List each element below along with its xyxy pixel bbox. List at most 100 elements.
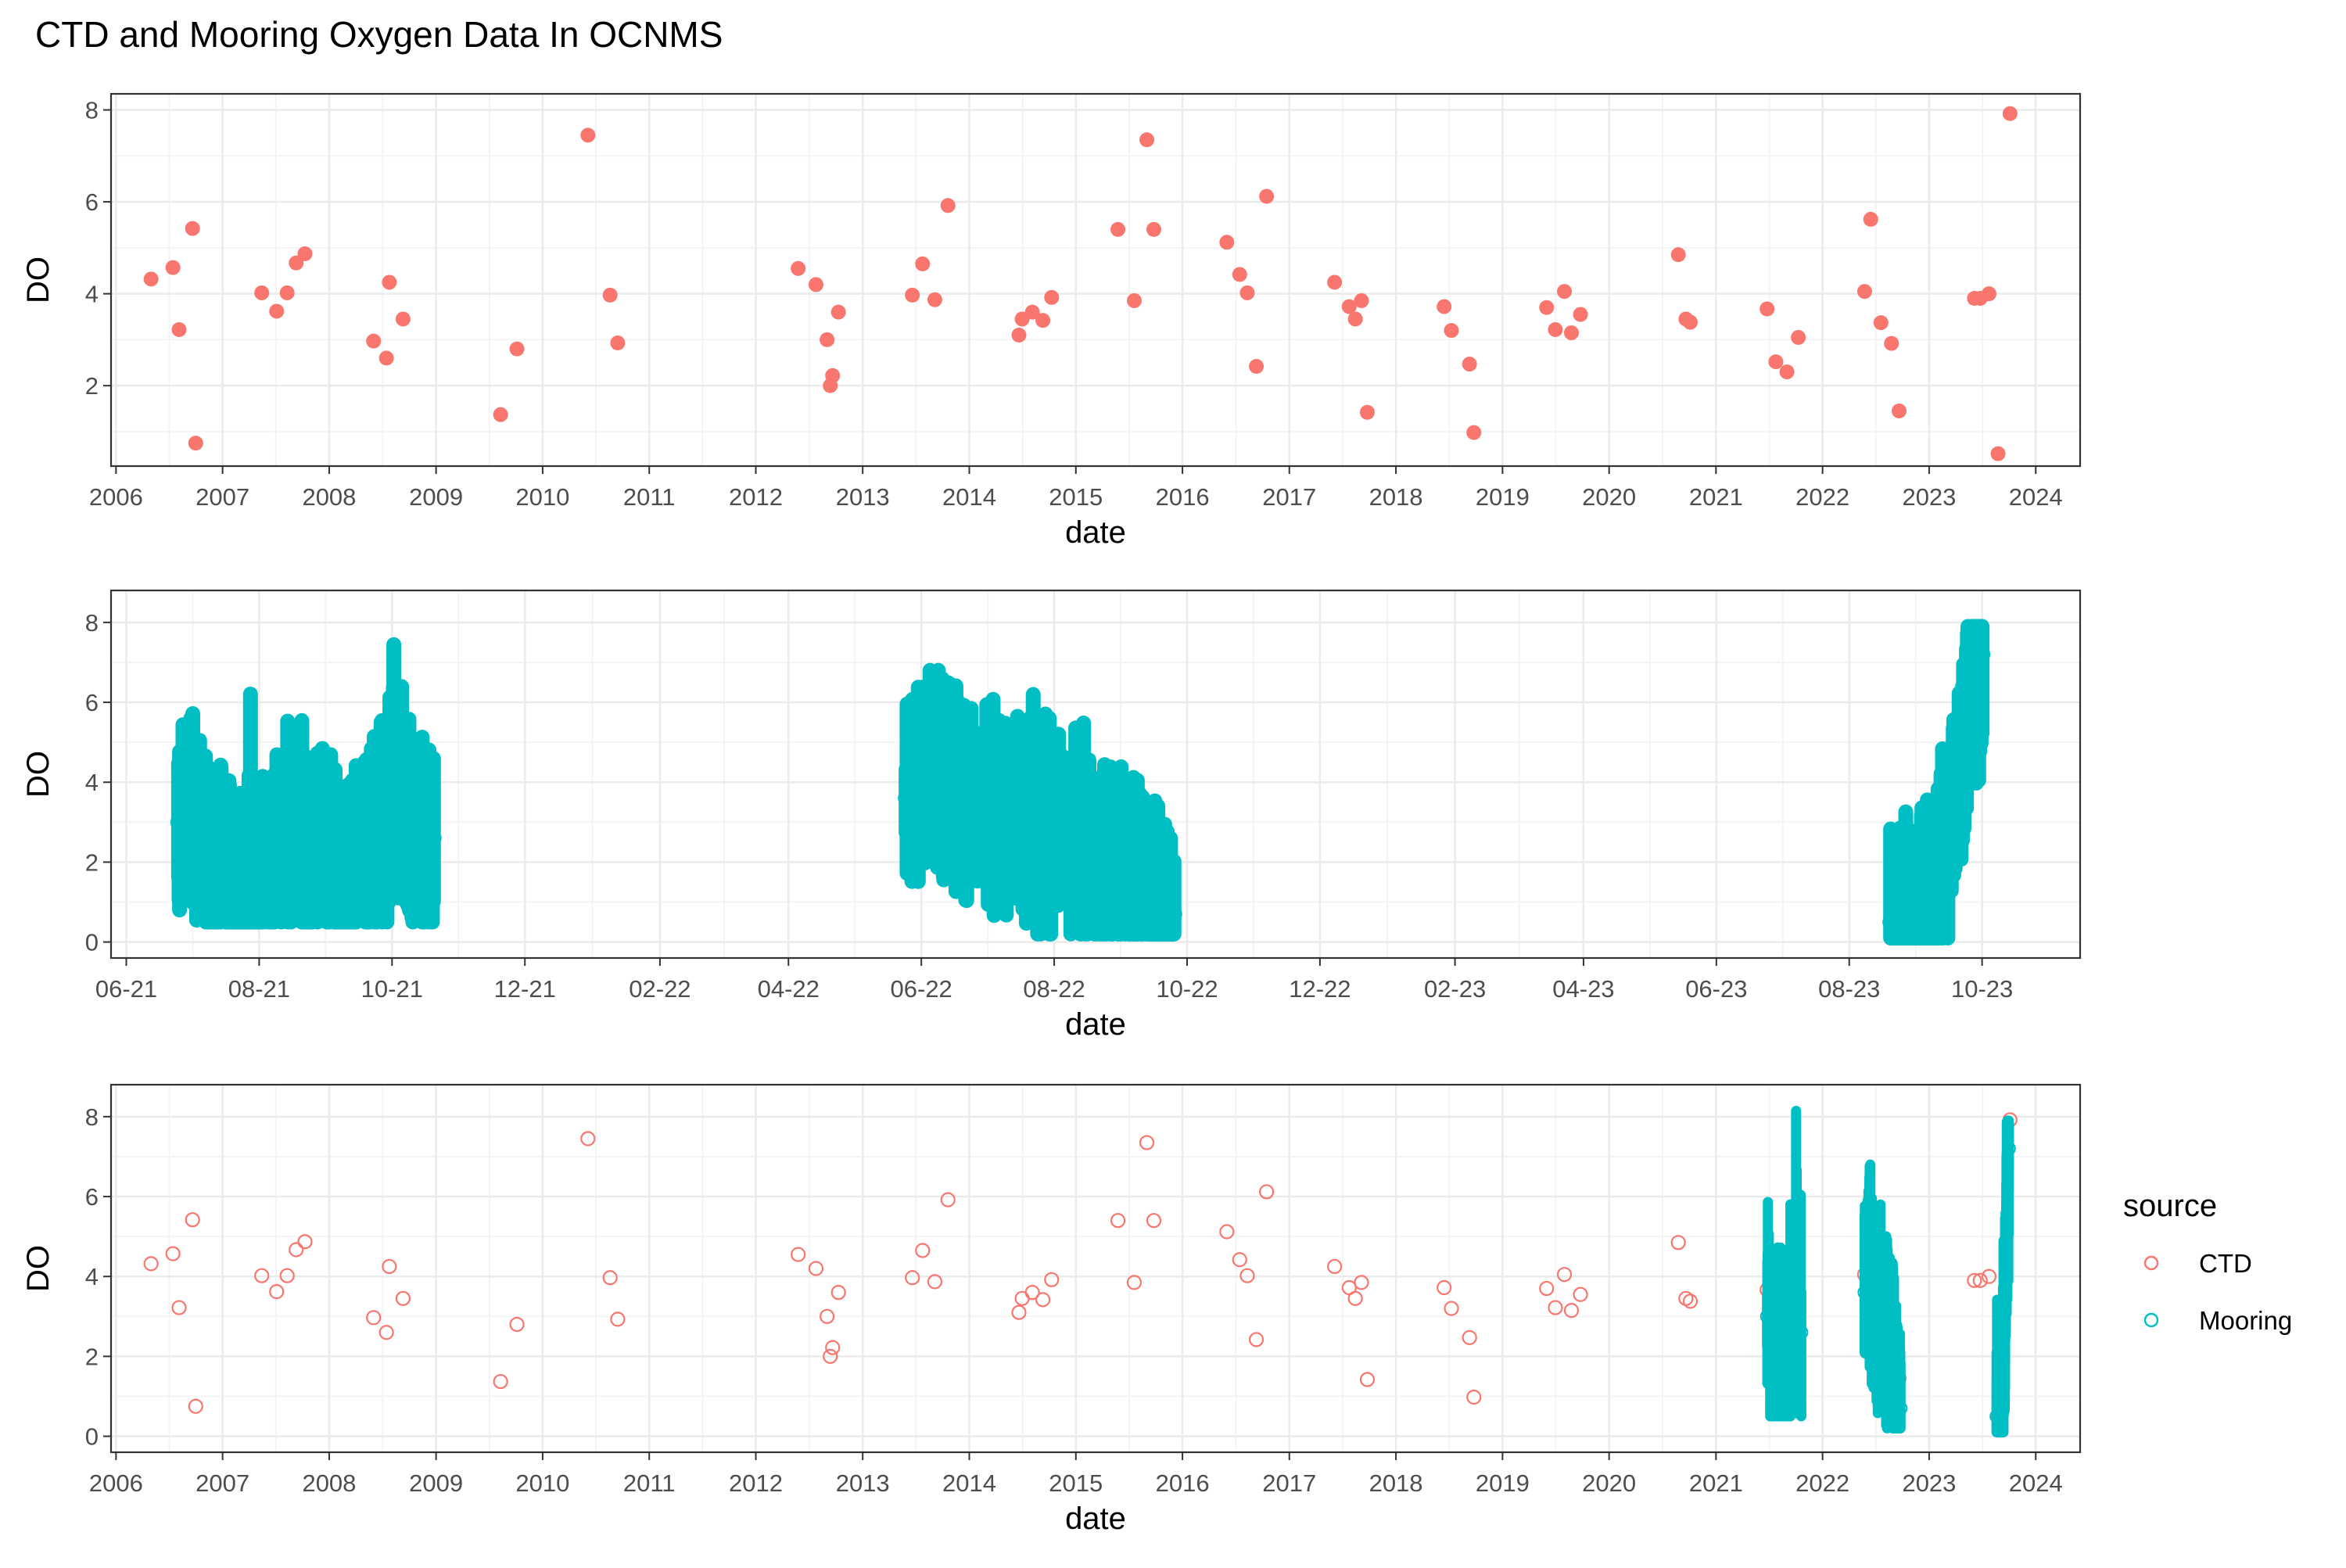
ctd-point (1327, 274, 1343, 290)
y-tick-label: 0 (85, 929, 99, 956)
x-tick-label: 12-22 (1289, 975, 1351, 1003)
ctd-point (1341, 299, 1357, 314)
ctd-point (1548, 321, 1563, 337)
ctd-point (1760, 301, 1775, 317)
ctd-point (289, 1242, 304, 1258)
ctd-point (1466, 425, 1482, 440)
ctd-point (1873, 315, 1889, 331)
grid-lines (111, 1085, 2080, 1452)
x-tick-label: 02-22 (629, 975, 691, 1003)
x-tick-label: 2022 (1795, 1469, 1849, 1497)
mooring-point (1760, 1309, 1774, 1324)
ctd-point (1563, 325, 1579, 341)
ctd-point (1011, 1304, 1027, 1320)
ctd-point (382, 274, 397, 290)
ctd-point (297, 1234, 313, 1250)
x-tick-label: 2008 (302, 1469, 356, 1497)
y-tick-label: 4 (85, 769, 99, 796)
x-tick-label: 2008 (302, 483, 356, 511)
panel-background (111, 94, 2080, 466)
x-tick-label: 2006 (89, 1469, 143, 1497)
ctd-point (509, 341, 525, 357)
x-tick-label: 2011 (623, 1469, 676, 1497)
ctd-point (1548, 1300, 1563, 1315)
ctd-point (165, 260, 181, 275)
y-tick-label: 6 (85, 689, 99, 716)
ctd-point (165, 1246, 181, 1261)
ctd-point (1347, 1290, 1363, 1306)
ctd-point (1563, 1303, 1580, 1319)
ctd-point (1856, 284, 1872, 300)
chart-panels: 2006 2007 2008 2009 2010 2011 2012 2013 2014 2015… (21, 92, 2082, 1536)
x-tick-label: 12-21 (494, 975, 556, 1003)
ctd-point (610, 335, 626, 351)
ctd-point (1146, 1213, 1162, 1229)
ctd-point (1437, 299, 1452, 314)
x-tick-label: 2011 (623, 483, 676, 511)
ctd-point (269, 1284, 285, 1300)
ctd-point (366, 333, 382, 349)
mooring-point (1974, 646, 1991, 663)
ctd-point (1359, 404, 1375, 420)
legend-label-ctd: CTD (2199, 1249, 2252, 1278)
panel-background (111, 1085, 2080, 1452)
ctd-point (1444, 1301, 1459, 1316)
legend-key-mooring (2143, 1312, 2159, 1328)
x-tick-label: 2019 (1476, 1469, 1530, 1497)
x-tick-label: 06-23 (1685, 975, 1747, 1003)
x-tick-label: 06-22 (891, 975, 952, 1003)
x-tick-label: 2016 (1156, 483, 1210, 511)
mooring-point (425, 830, 442, 847)
ctd-point (610, 1311, 626, 1327)
ctd-point (1967, 1272, 1982, 1288)
ctd-point (297, 246, 313, 262)
x-tick-label: 2022 (1795, 483, 1849, 511)
ctd-point (1146, 221, 1161, 237)
x-tick-label: 2015 (1049, 483, 1103, 511)
ctd-point (366, 1310, 382, 1326)
data-points (143, 1106, 2018, 1437)
ctd-point (1327, 1258, 1343, 1275)
ctd-point (1024, 304, 1040, 320)
ctd-point (1259, 188, 1275, 204)
panel-border (109, 589, 2082, 960)
ctd-point (1990, 446, 2006, 461)
ctd-point (602, 287, 618, 303)
x-tick-label: 08-23 (1818, 975, 1880, 1003)
ctd-point (1863, 211, 1878, 227)
ctd-point (1044, 1272, 1060, 1287)
ctd-point (493, 407, 508, 422)
x-tick-label: 2023 (1902, 1469, 1956, 1497)
x-tick-label: 2007 (196, 1469, 249, 1497)
ctd-point (1768, 354, 1784, 370)
x-tick-label: 2019 (1476, 483, 1530, 511)
ctd-point (1248, 1332, 1264, 1347)
x-tick-label: 2017 (1262, 1469, 1316, 1497)
ctd-point (791, 260, 806, 276)
ctd-point (820, 1308, 835, 1324)
data-points (170, 619, 1991, 945)
ctd-point (830, 1285, 846, 1301)
x-tick-label: 04-23 (1552, 975, 1614, 1003)
ctd-point (1539, 300, 1555, 315)
ctd-point (1035, 313, 1051, 328)
data-points (143, 106, 2018, 461)
ctd-point (171, 321, 187, 337)
ctd-point (1126, 1275, 1143, 1290)
ctd-point (1539, 1280, 1555, 1297)
mooring-point (1857, 1285, 1872, 1300)
x-tick-label: 2021 (1689, 1469, 1743, 1497)
legend-label-mooring: Mooring (2199, 1306, 2292, 1335)
y-tick-label: 2 (85, 372, 99, 400)
y-tick-label: 6 (85, 188, 99, 216)
ctd-point (254, 1268, 270, 1283)
mooring-point (1893, 1401, 1908, 1416)
ctd-point (1791, 329, 1806, 345)
ctd-point (382, 1258, 397, 1275)
legend-key-ctd (2143, 1255, 2159, 1271)
ctd-point (185, 1212, 200, 1228)
ctd-point (820, 332, 835, 347)
grid-lines (111, 94, 2080, 466)
x-tick-label: 2018 (1369, 1469, 1423, 1497)
